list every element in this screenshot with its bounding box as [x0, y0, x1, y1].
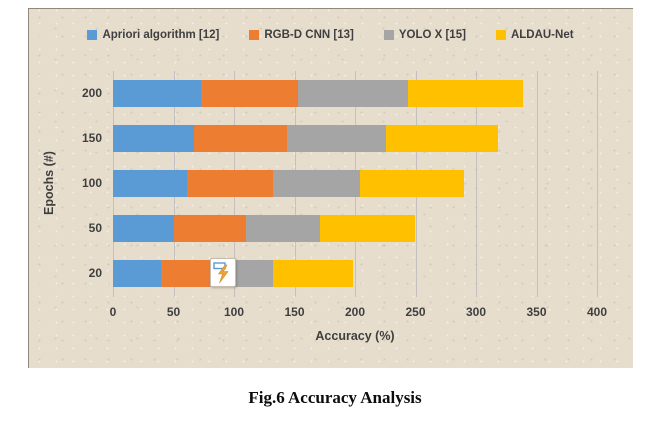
stacked-bar — [113, 215, 416, 242]
x-axis-title: Accuracy (%) — [315, 329, 395, 343]
x-tick-label: 250 — [405, 305, 426, 319]
bar-segment — [173, 215, 247, 242]
x-tick-label: 200 — [344, 305, 366, 319]
gridline — [536, 71, 538, 297]
lightning-bolt-icon — [213, 262, 229, 284]
flash-cursor-icon — [210, 258, 236, 287]
y-tick-label: 200 — [81, 86, 102, 100]
bar-segment — [113, 125, 195, 152]
x-tick-label: 0 — [109, 305, 117, 319]
legend-swatch-icon — [495, 30, 506, 40]
bar-segment — [408, 80, 524, 107]
legend-item: YOLO X [15] — [383, 29, 466, 41]
bar-row — [113, 206, 597, 251]
stacked-bar — [113, 125, 498, 152]
bar-segment — [113, 80, 202, 107]
bar-segment — [319, 215, 416, 242]
legend-item: RGB-D CNN [13] — [249, 29, 354, 41]
x-tick-label: 350 — [526, 305, 547, 319]
bar-segment — [246, 215, 320, 242]
bar-segment — [113, 170, 187, 197]
y-tick-label: 100 — [81, 176, 102, 190]
y-tick-label: 20 — [88, 266, 102, 280]
x-tick-label: 100 — [223, 305, 245, 319]
bar-segment — [386, 125, 498, 152]
bar-segment — [272, 260, 353, 287]
stacked-bar — [113, 80, 524, 107]
chart-panel: Apriori algorithm [12] RGB-D CNN [13] YOLO… — [28, 8, 633, 368]
bar-row — [113, 116, 597, 161]
bar-row — [113, 71, 597, 116]
stacked-bar — [113, 170, 464, 197]
legend-label: ALDAU-Net — [510, 29, 574, 41]
legend-label: YOLO X [15] — [398, 29, 466, 41]
bar-row — [113, 161, 597, 206]
figure-caption: Fig.6 Accuracy Analysis — [248, 388, 422, 407]
y-axis-title: Epochs (#) — [42, 151, 56, 215]
bar-segment — [113, 215, 174, 242]
x-tick-label: 50 — [166, 305, 181, 319]
bar-row — [113, 251, 597, 296]
y-tick-label: 150 — [81, 131, 102, 145]
legend-item: ALDAU-Net — [495, 29, 574, 41]
legend-label: RGB-D CNN [13] — [264, 29, 354, 41]
legend-label: Apriori algorithm [12] — [102, 29, 220, 41]
bar-segment — [186, 170, 273, 197]
bar-segment — [298, 80, 409, 107]
bar-segment — [287, 125, 387, 152]
legend-item: Apriori algorithm [12] — [87, 29, 219, 41]
stacked-bar — [113, 260, 353, 287]
bar-segment — [194, 125, 288, 152]
legend-swatch-icon — [87, 30, 98, 40]
gridline — [476, 71, 477, 297]
chart-legend: Apriori algorithm [12] RGB-D CNN [13] YOLO… — [28, 29, 633, 41]
bar-segment — [201, 80, 299, 107]
x-tick-label: 150 — [284, 305, 305, 319]
bar-segment — [113, 260, 162, 287]
gridline — [597, 71, 598, 297]
plot-area — [113, 71, 598, 297]
x-tick-label: 300 — [465, 305, 487, 319]
bar-segment — [161, 260, 210, 287]
bar-segment — [272, 170, 360, 197]
y-tick-label: 50 — [88, 221, 102, 235]
x-tick-label: 400 — [586, 305, 608, 319]
bar-segment — [359, 170, 464, 197]
legend-swatch-icon — [383, 30, 394, 40]
legend-swatch-icon — [249, 30, 260, 40]
